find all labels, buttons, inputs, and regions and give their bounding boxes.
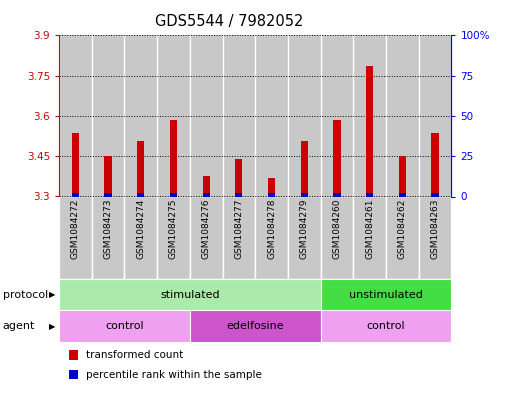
Bar	[203, 193, 210, 196]
Bar	[223, 196, 255, 279]
Bar	[353, 196, 386, 279]
Bar	[399, 193, 406, 196]
Text: GSM1084261: GSM1084261	[365, 199, 374, 259]
Bar	[255, 196, 288, 279]
Bar	[333, 193, 341, 196]
Text: ▶: ▶	[49, 290, 55, 299]
Bar	[124, 35, 157, 197]
Bar	[321, 279, 451, 310]
Bar	[190, 310, 321, 342]
Text: GSM1084276: GSM1084276	[202, 199, 211, 259]
Text: control: control	[367, 321, 405, 331]
Bar	[353, 35, 386, 197]
Bar	[59, 279, 321, 310]
Text: GSM1084275: GSM1084275	[169, 199, 178, 259]
Bar	[386, 35, 419, 197]
Bar	[431, 193, 439, 196]
Bar	[321, 35, 353, 197]
Text: GSM1084279: GSM1084279	[300, 199, 309, 259]
Text: GSM1084273: GSM1084273	[104, 199, 112, 259]
Text: GDS5544 / 7982052: GDS5544 / 7982052	[155, 14, 304, 29]
Bar	[92, 196, 125, 279]
Text: agent: agent	[3, 321, 35, 331]
Bar	[301, 193, 308, 196]
Bar	[419, 196, 451, 279]
Bar	[105, 156, 112, 196]
Bar	[288, 35, 321, 197]
Bar	[235, 159, 243, 196]
Text: GSM1084260: GSM1084260	[332, 199, 342, 259]
Text: GSM1084272: GSM1084272	[71, 199, 80, 259]
Bar	[386, 196, 419, 279]
Bar	[366, 66, 373, 196]
Bar	[92, 35, 124, 197]
Bar	[223, 35, 255, 197]
Bar	[124, 196, 157, 279]
Bar	[203, 176, 210, 196]
Bar	[301, 141, 308, 196]
Text: transformed count: transformed count	[86, 350, 184, 360]
Text: stimulated: stimulated	[160, 290, 220, 300]
Bar	[366, 193, 373, 196]
Bar	[59, 35, 92, 197]
Bar	[72, 193, 79, 196]
Text: GSM1084262: GSM1084262	[398, 199, 407, 259]
Bar	[72, 133, 79, 196]
Text: percentile rank within the sample: percentile rank within the sample	[86, 370, 262, 380]
Text: GSM1084263: GSM1084263	[430, 199, 440, 259]
Text: ▶: ▶	[49, 322, 55, 331]
Bar	[157, 196, 190, 279]
Bar	[419, 35, 451, 197]
Bar	[268, 178, 275, 196]
Bar	[157, 35, 190, 197]
Bar	[59, 196, 92, 279]
Bar	[268, 193, 275, 196]
Text: GSM1084274: GSM1084274	[136, 199, 145, 259]
Text: protocol: protocol	[3, 290, 48, 300]
Bar	[59, 310, 190, 342]
Bar	[333, 120, 341, 196]
Text: edelfosine: edelfosine	[226, 321, 284, 331]
Bar	[399, 156, 406, 196]
Bar	[137, 193, 144, 196]
Text: unstimulated: unstimulated	[349, 290, 423, 300]
Bar	[431, 133, 439, 196]
Text: control: control	[105, 321, 144, 331]
Bar	[235, 193, 243, 196]
Bar	[190, 196, 223, 279]
Bar	[255, 35, 288, 197]
Bar	[170, 193, 177, 196]
Text: GSM1084277: GSM1084277	[234, 199, 243, 259]
Bar	[190, 35, 223, 197]
Bar	[137, 141, 144, 196]
Bar	[321, 196, 353, 279]
Bar	[288, 196, 321, 279]
Bar	[321, 310, 451, 342]
Text: GSM1084278: GSM1084278	[267, 199, 276, 259]
Bar	[170, 120, 177, 196]
Bar	[105, 193, 112, 196]
